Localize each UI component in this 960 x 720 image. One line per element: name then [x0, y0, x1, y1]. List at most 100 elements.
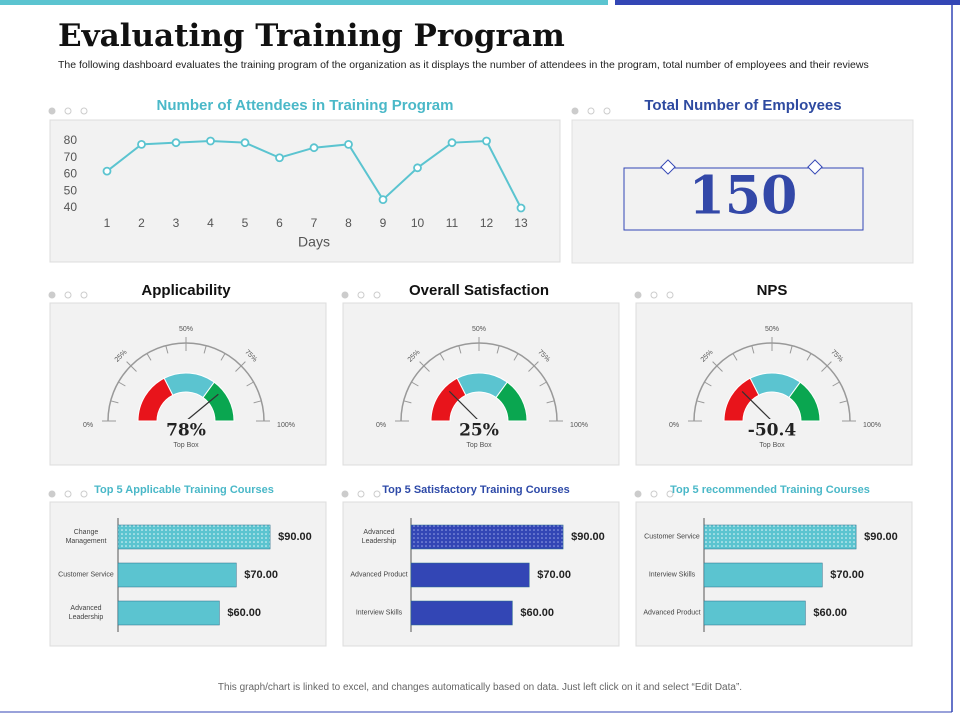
kpi-frame: [623, 167, 864, 231]
y-tick-label: 40: [64, 200, 78, 214]
gauge-minor-tick: [411, 381, 419, 387]
kpi-diamond: [807, 159, 823, 175]
gauge-minor-tick: [732, 353, 738, 361]
gauge-tick-label: 100%: [863, 422, 881, 429]
value-box: [748, 419, 796, 439]
top-stripe: [615, 0, 960, 5]
decor-dot: [650, 291, 658, 299]
gauge-minor-tick: [458, 345, 462, 354]
gauge-minor-tick: [203, 345, 207, 354]
chart-title: Top 5 recommended Training Courses: [670, 484, 870, 496]
gauge-caption: Top Box: [466, 442, 492, 449]
gauge-value: -50.4: [748, 421, 797, 441]
decor-dot: [64, 291, 72, 299]
decor-dot: [571, 107, 579, 115]
data-point: [171, 138, 181, 148]
kpi-title: Total Number of Employees: [644, 97, 841, 114]
bar: [703, 524, 857, 550]
bar: [410, 600, 513, 626]
gauge-tick-label: 100%: [570, 422, 588, 429]
gauge-band: [202, 381, 235, 422]
gauge-tick-label: 0%: [376, 422, 386, 429]
x-tick-label: 11: [446, 216, 459, 230]
value-label: $60.00: [227, 607, 261, 619]
gauge-minor-tick: [110, 400, 119, 404]
data-point: [309, 143, 319, 153]
panel: [49, 119, 561, 263]
gauge-caption: Top Box: [173, 442, 199, 449]
value-label: $70.00: [244, 569, 278, 581]
value-label: $90.00: [571, 531, 605, 543]
decor-dot: [634, 490, 642, 498]
decor-dot: [341, 291, 349, 299]
data-point: [275, 153, 284, 163]
panel: [571, 119, 914, 264]
gauge-minor-tick: [528, 365, 535, 372]
chart-title: Top 5 Satisfactory Training Courses: [382, 484, 569, 496]
decor-dot: [341, 490, 349, 498]
gauge-minor-tick: [220, 353, 226, 361]
gauge-tick-label: 50%: [472, 326, 486, 333]
category-label: Advanced Leadership: [68, 605, 104, 621]
x-tick-label: 2: [138, 216, 145, 230]
category-label: Customer Service: [58, 571, 114, 579]
value-box: [455, 419, 503, 439]
kpi-diamond: [660, 159, 676, 175]
decor-dot: [666, 490, 674, 498]
category-label: Advanced Leadership: [361, 529, 397, 545]
gauge-minor-tick: [716, 365, 723, 372]
page-title: Evaluating Training Program: [58, 18, 565, 54]
x-tick-label: 8: [345, 216, 352, 230]
value-label: $70.00: [537, 569, 571, 581]
x-tick-label: 7: [311, 216, 318, 230]
gauge-minor-tick: [546, 400, 555, 404]
decor-dot: [64, 490, 72, 498]
x-tick-label: 3: [173, 216, 180, 230]
gauge-tick-label: 50%: [179, 326, 193, 333]
gauge-minor-tick: [246, 381, 254, 387]
gauge-band: [788, 381, 821, 422]
x-tick-label: 12: [480, 216, 494, 230]
gauge-minor-tick: [439, 353, 445, 361]
data-point: [102, 166, 112, 176]
gauge-minor-tick: [806, 353, 812, 361]
chart-title: Top 5 Applicable Training Courses: [94, 484, 274, 496]
category-label: Advanced Product: [643, 609, 701, 617]
decor-dot: [48, 291, 56, 299]
gauge-tick: [419, 361, 425, 367]
x-tick-label: 1: [104, 216, 111, 230]
bar: [410, 524, 564, 550]
gauge-minor-tick: [839, 400, 848, 404]
gauge-band: [495, 381, 528, 422]
gauge-tick-label: 50%: [765, 326, 779, 333]
value-label: $70.00: [830, 569, 864, 581]
gauge-minor-tick: [696, 400, 705, 404]
data-point: [516, 203, 526, 213]
decor-dot: [587, 107, 595, 115]
gauge-caption: Top Box: [759, 442, 785, 449]
gauge-minor-tick: [403, 400, 412, 404]
decor-dot: [357, 490, 365, 498]
kpi-value: 150: [689, 166, 798, 227]
value-label: $90.00: [864, 531, 898, 543]
chart-title: Number of Attendees in Training Program: [157, 97, 454, 114]
data-point: [378, 195, 388, 205]
value-box: [162, 419, 210, 439]
decor-dot: [373, 490, 381, 498]
x-tick-label: 10: [411, 216, 425, 230]
gauge-tick: [533, 361, 539, 367]
value-label: $60.00: [520, 607, 554, 619]
gauge-tick-label: 0%: [83, 422, 93, 429]
gauge-minor-tick: [539, 381, 547, 387]
decor-dot: [80, 107, 88, 115]
decor-dot: [48, 107, 56, 115]
data-point: [206, 136, 215, 146]
gauge-minor-tick: [821, 365, 828, 372]
chart-title: NPS: [757, 282, 788, 299]
category-label: Advanced Product: [350, 571, 408, 579]
data-point: [344, 139, 353, 149]
gauge-tick-label: 0%: [669, 422, 679, 429]
gauge-needle: [185, 393, 219, 422]
y-tick-label: 50: [64, 183, 78, 197]
gauge-minor-tick: [165, 345, 169, 354]
